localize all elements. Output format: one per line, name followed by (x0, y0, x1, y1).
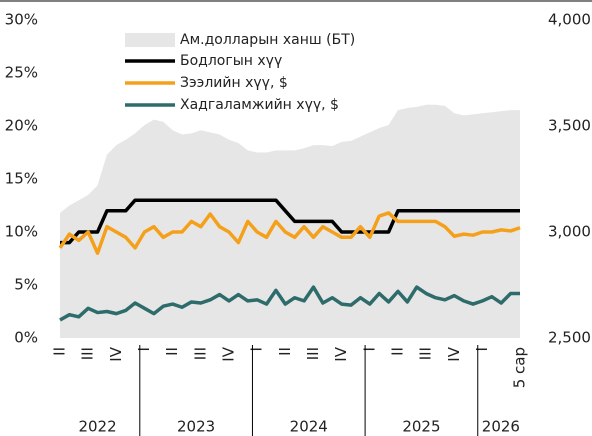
x-tick-label: III (304, 347, 322, 360)
y2-tick-label: 3,000 (548, 223, 591, 241)
legend-label: Хадгаламжийн хүү, $ (180, 97, 339, 113)
x-tick-label: IV (219, 346, 237, 361)
y-tick-label: 30% (5, 11, 38, 29)
y-tick-label: 25% (5, 64, 38, 82)
y-tick-label: 20% (5, 117, 38, 135)
x-tick-label: IV (332, 346, 350, 361)
x-tick-label: I (473, 347, 491, 351)
x-tick-label: I (135, 347, 153, 351)
x-tick-label: 5 сар (511, 347, 529, 388)
x-tick-label: III (417, 347, 435, 360)
legend-label: Зээлийн хүү, $ (180, 75, 288, 91)
x-group-label: 2025 (402, 418, 440, 436)
legend-label: Бодлогын хүү (180, 53, 282, 69)
x-tick-label: II (276, 347, 294, 356)
x-tick-label: II (388, 347, 406, 356)
line (59, 285, 520, 322)
x-tick-label: III (191, 347, 209, 360)
y2-tick-label: 4,000 (548, 11, 591, 29)
x-group-label: 2023 (177, 418, 215, 436)
x-tick-label: II (51, 347, 69, 356)
y-tick-label: 10% (5, 223, 38, 241)
line (60, 198, 520, 245)
legend-label: Ам.долларын ханш (БТ) (180, 32, 355, 48)
x-tick-label: III (79, 347, 97, 360)
y-tick-label: 0% (14, 329, 38, 347)
area (60, 104, 520, 338)
x-tick-label: II (163, 347, 181, 356)
line (58, 211, 521, 255)
x-tick-label: I (248, 347, 266, 351)
x-tick-label: IV (445, 346, 463, 361)
x-group-label: 2024 (290, 418, 328, 436)
y2-tick-label: 3,500 (548, 117, 591, 135)
x-tick-label: I (360, 347, 378, 351)
x-group-label: 2026 (482, 418, 520, 436)
x-tick-label: IV (107, 346, 125, 361)
y-tick-label: 5% (14, 276, 38, 294)
legend-swatch (125, 33, 175, 47)
x-group-label: 2022 (78, 418, 116, 436)
y-tick-label: 15% (5, 170, 38, 188)
y2-tick-label: 2,500 (548, 329, 591, 347)
